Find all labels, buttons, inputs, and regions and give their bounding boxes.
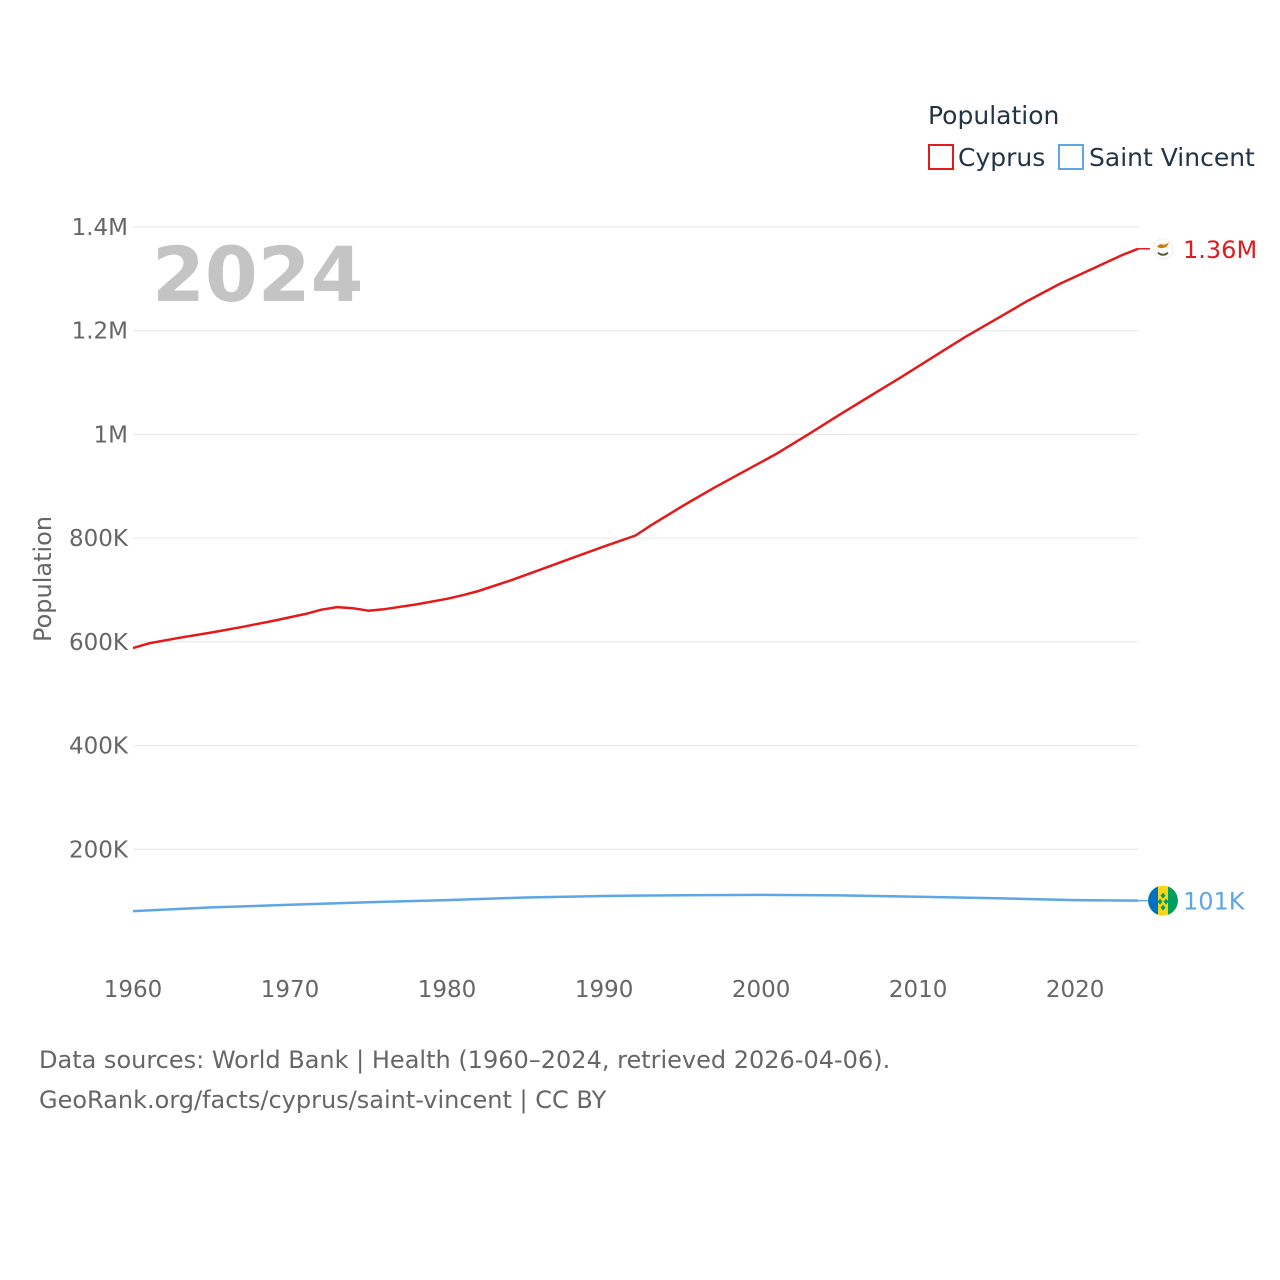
cyprus-flag-icon [1152,238,1174,260]
legend-item-saint-vincent[interactable]: Saint Vincent [1058,143,1255,172]
legend-label-cyprus: Cyprus [958,143,1045,172]
year-watermark: 2024 [152,230,364,319]
y-tick-label: 1.4M [72,215,128,241]
x-tick-label: 2020 [1046,977,1105,1003]
y-tick-label: 200K [69,837,129,863]
y-axis-ticks: 200K 400K 600K 800K 1M 1.2M 1.4M [69,215,129,863]
end-value-label-saint-vincent: 101K [1183,888,1246,916]
y-axis-label: Population [29,516,57,642]
series-line-cyprus [132,247,1139,650]
series-line-saint-vincent [132,893,1139,913]
legend-title: Population [928,101,1059,130]
y-tick-label: 600K [69,630,129,656]
x-tick-label: 1960 [104,977,163,1003]
series-endpoints: 1.36M 101K [1138,236,1257,916]
source-line-1: Data sources: World Bank | Health (1960–… [39,1046,890,1074]
y-tick-label: 400K [69,734,129,760]
x-axis-ticks: 1960 1970 1980 1990 2000 2010 2020 [104,977,1105,1003]
x-tick-label: 2010 [889,977,948,1003]
legend-label-saint-vincent: Saint Vincent [1089,143,1255,172]
x-tick-label: 1990 [575,977,634,1003]
x-tick-label: 1970 [261,977,320,1003]
legend-swatch-saint-vincent [1058,144,1084,170]
end-value-label-cyprus: 1.36M [1183,236,1257,264]
data-source-note: Data sources: World Bank | Health (1960–… [39,1046,890,1114]
source-line-2: GeoRank.org/facts/cyprus/saint-vincent |… [39,1086,607,1114]
x-tick-label: 2000 [732,977,791,1003]
y-tick-label: 800K [69,526,129,552]
y-tick-label: 1M [94,422,128,448]
legend: Population Cyprus Saint Vincent [928,101,1255,172]
x-tick-label: 1980 [418,977,477,1003]
y-tick-label: 1.2M [72,319,128,345]
series-lines [132,247,1139,913]
legend-item-cyprus[interactable]: Cyprus [928,143,1045,172]
legend-swatch-cyprus [928,144,954,170]
gridlines [133,226,1138,850]
saint-vincent-flag-icon [1148,885,1178,916]
